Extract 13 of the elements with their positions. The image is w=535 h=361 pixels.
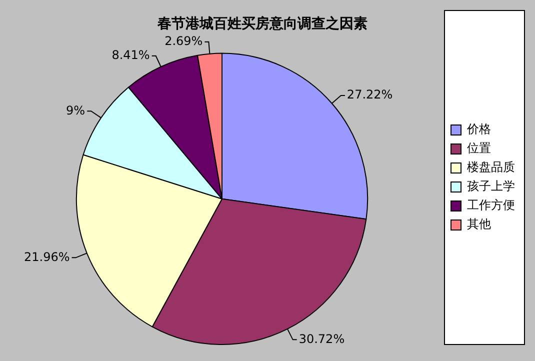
text: 春节港城百姓买房意向调查之因素 (156, 15, 368, 32)
data-label: 2.69% (164, 34, 203, 48)
data-label: 30.72% (298, 332, 345, 346)
data-label: 8.41% (112, 48, 150, 62)
legend-label: 价格 (466, 122, 491, 136)
data-label: 9% (66, 103, 86, 118)
legend-label: 工作方便 (467, 198, 515, 212)
legend-label: 孩子上学 (467, 179, 515, 194)
data-label: 21.96% (24, 250, 70, 264)
data-label: 27.22% (346, 88, 393, 102)
legend-label: 位置 (467, 141, 491, 156)
legend-label: 楼盘品质 (467, 160, 515, 174)
legend-label: 其他 (467, 217, 491, 232)
